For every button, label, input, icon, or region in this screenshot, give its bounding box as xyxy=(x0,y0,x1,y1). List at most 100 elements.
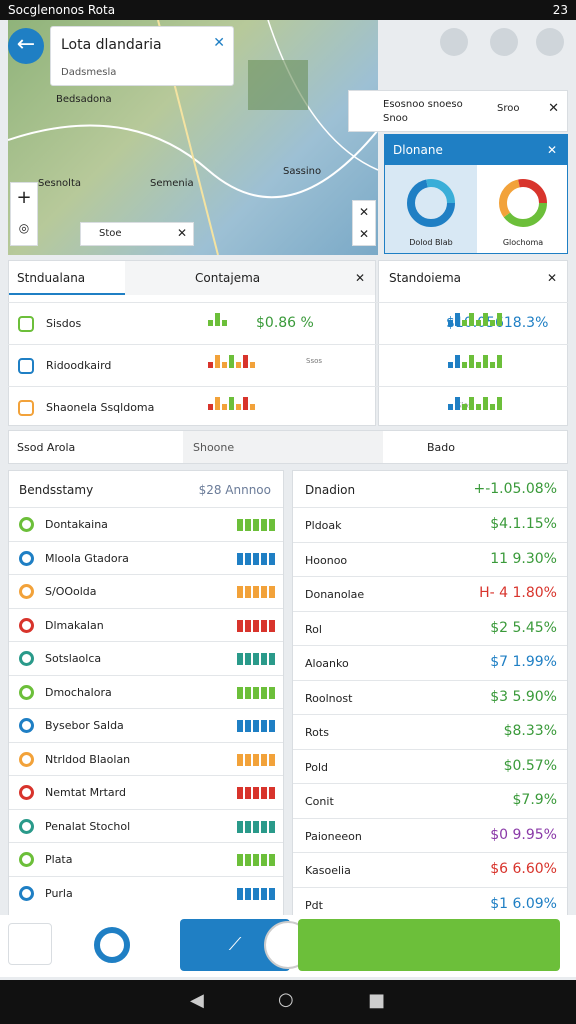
row-value: $3 5.90% xyxy=(490,688,557,705)
row-tag: Ssos xyxy=(306,357,323,365)
row-bars xyxy=(237,686,275,699)
tab[interactable]: Stndualana xyxy=(9,261,125,295)
confirm-button[interactable] xyxy=(298,919,560,971)
tab-label: Contajema xyxy=(195,271,261,285)
donut-panel: Dlonane ✕ Dolod Blab Glochoma xyxy=(384,134,568,254)
list-row[interactable]: Purla xyxy=(9,875,283,910)
row-bars xyxy=(237,653,275,665)
row-value: $7.9% xyxy=(512,792,557,808)
list-row[interactable]: Dlmakalan xyxy=(9,607,283,642)
list-value: $28 Annnoo xyxy=(198,483,271,497)
status-bar: Socglenonos Rota 23 xyxy=(0,0,576,20)
list-row[interactable]: Dmochalora xyxy=(9,674,283,709)
summary-left: Stndualana Contajema ✕ xyxy=(8,260,376,426)
left-list: Bendsstamy $28 Annnoo Dontakaina Mloola G… xyxy=(8,470,284,920)
status-time: 23 xyxy=(552,3,568,17)
icon-button[interactable] xyxy=(440,28,468,56)
info-card[interactable]: Esosnoo snoeso Snoo Sroo ✕ xyxy=(348,90,568,132)
row-label: Dmochalora xyxy=(45,685,112,699)
bottom-bar: ⟋ xyxy=(0,915,576,977)
row-value: $8.33% xyxy=(503,723,557,739)
mini-bars xyxy=(208,313,227,326)
close-icon[interactable]: ✕ xyxy=(548,101,559,116)
zoom-controls[interactable]: + ◎ xyxy=(10,182,38,246)
row-icon xyxy=(19,617,34,633)
row-label: Mloola Gtadora xyxy=(45,551,129,565)
list-row[interactable]: Hoonoo 11 9.30% xyxy=(293,541,567,577)
menu-button[interactable] xyxy=(8,923,52,965)
mini-bars xyxy=(208,397,255,410)
mini-bars xyxy=(208,355,255,368)
row-bars xyxy=(237,619,275,632)
list-title: Dnadion xyxy=(305,483,356,497)
list-row[interactable]: Rots $8.33% xyxy=(293,714,567,749)
donut-right: Glochoma xyxy=(477,165,569,253)
row-label: Nemtat Mrtard xyxy=(45,786,126,799)
icon-button[interactable] xyxy=(536,28,564,56)
row-label: Hoonoo xyxy=(305,553,348,567)
right-list: Dnadion +-1.05.08% Pldoak $4.1.15% Hoonoo 1… xyxy=(292,470,568,920)
list-row[interactable]: Paioneeon $0 9.95% xyxy=(293,817,567,853)
list-row[interactable]: Ntrldod Blaolan xyxy=(9,741,283,776)
list-row[interactable]: Sotslaolca xyxy=(9,641,283,675)
close-icon[interactable]: ✕ xyxy=(213,35,225,51)
list-row[interactable]: Pold $0.57% xyxy=(293,748,567,784)
row-bars xyxy=(237,887,275,900)
row-icon xyxy=(19,718,34,733)
filter-left[interactable]: Ssod Arola xyxy=(17,441,75,454)
nav-recent[interactable]: ■ xyxy=(368,990,386,1011)
tab[interactable]: Contajema ✕ xyxy=(125,261,375,295)
record-button[interactable] xyxy=(94,927,130,963)
filter-bar: Ssod Arola Shoone Bado xyxy=(8,430,568,464)
row-value: $4.1.15% xyxy=(490,516,557,532)
row-bars xyxy=(237,787,275,799)
list-row[interactable]: S/OOolda xyxy=(9,574,283,608)
map-icons xyxy=(378,20,576,110)
list-row[interactable]: Mloola Gtadora xyxy=(9,540,283,575)
list-row[interactable]: Nemtat Mrtard xyxy=(9,775,283,809)
back-button[interactable]: ← xyxy=(8,28,44,64)
row-label: Pldoak xyxy=(305,519,342,532)
row-bars xyxy=(237,854,275,866)
list-row[interactable]: Roolnost $3 5.90% xyxy=(293,679,567,715)
filter-label: Bado xyxy=(427,441,455,454)
list-row[interactable]: Bysebor Salda xyxy=(9,708,283,742)
list-row[interactable]: Donanolae H- 4 1.80% xyxy=(293,576,567,611)
row-bars xyxy=(237,519,275,531)
map[interactable]: ← Lota dlandaria ✕ Dadsmesla Bedsadona S… xyxy=(8,20,378,255)
list-row[interactable]: Dontakaina xyxy=(9,507,283,541)
panel-title: Dlonane xyxy=(393,143,443,157)
list-row[interactable]: Rol $2 5.45% xyxy=(293,610,567,646)
row-value: $6 6.60% xyxy=(490,861,557,877)
list-row[interactable]: Plata xyxy=(9,842,283,876)
list-row[interactable]: Kasoelia $6 6.60% xyxy=(293,852,567,887)
row-value: $7 1.99% xyxy=(490,654,557,670)
info-title: Esosnoo snoeso xyxy=(383,99,463,110)
row-label: Conit xyxy=(305,795,334,808)
donut-label: Dolod Blab xyxy=(409,238,453,247)
list-row[interactable]: Pdt $1 6.09% xyxy=(293,886,567,920)
filter-middle[interactable]: Shoone xyxy=(183,431,383,463)
map-close[interactable]: ✕ ✕ xyxy=(352,200,376,246)
row-label: Rots xyxy=(305,726,329,739)
nav-back[interactable]: ◀ xyxy=(190,990,204,1011)
filter-label: Shoone xyxy=(193,441,235,454)
nav-home[interactable]: ○ xyxy=(278,989,294,1010)
search-card[interactable]: Lota dlandaria ✕ Dadsmesla xyxy=(50,26,234,86)
row-value: $0.86 % xyxy=(256,315,314,331)
map-label: Sesnolta xyxy=(38,178,81,189)
list-row[interactable]: Aloanko $7 1.99% xyxy=(293,645,567,680)
row-label: Aloanko xyxy=(305,657,349,670)
list-row[interactable]: Conit $7.9% xyxy=(293,783,567,818)
map-chip[interactable]: Stoe ✕ xyxy=(80,222,194,246)
list-row[interactable]: Pldoak $4.1.15% xyxy=(293,507,567,542)
list-row[interactable]: Penalat Stochol xyxy=(9,808,283,843)
map-label: Semenia xyxy=(150,178,194,189)
mini-bars xyxy=(448,397,502,410)
row-value: $0 9.95% xyxy=(490,826,557,843)
row-icon xyxy=(18,358,34,374)
icon-button[interactable] xyxy=(490,28,518,56)
close-icon[interactable]: ✕ xyxy=(546,271,557,285)
filter-right[interactable]: Bado xyxy=(427,441,455,454)
